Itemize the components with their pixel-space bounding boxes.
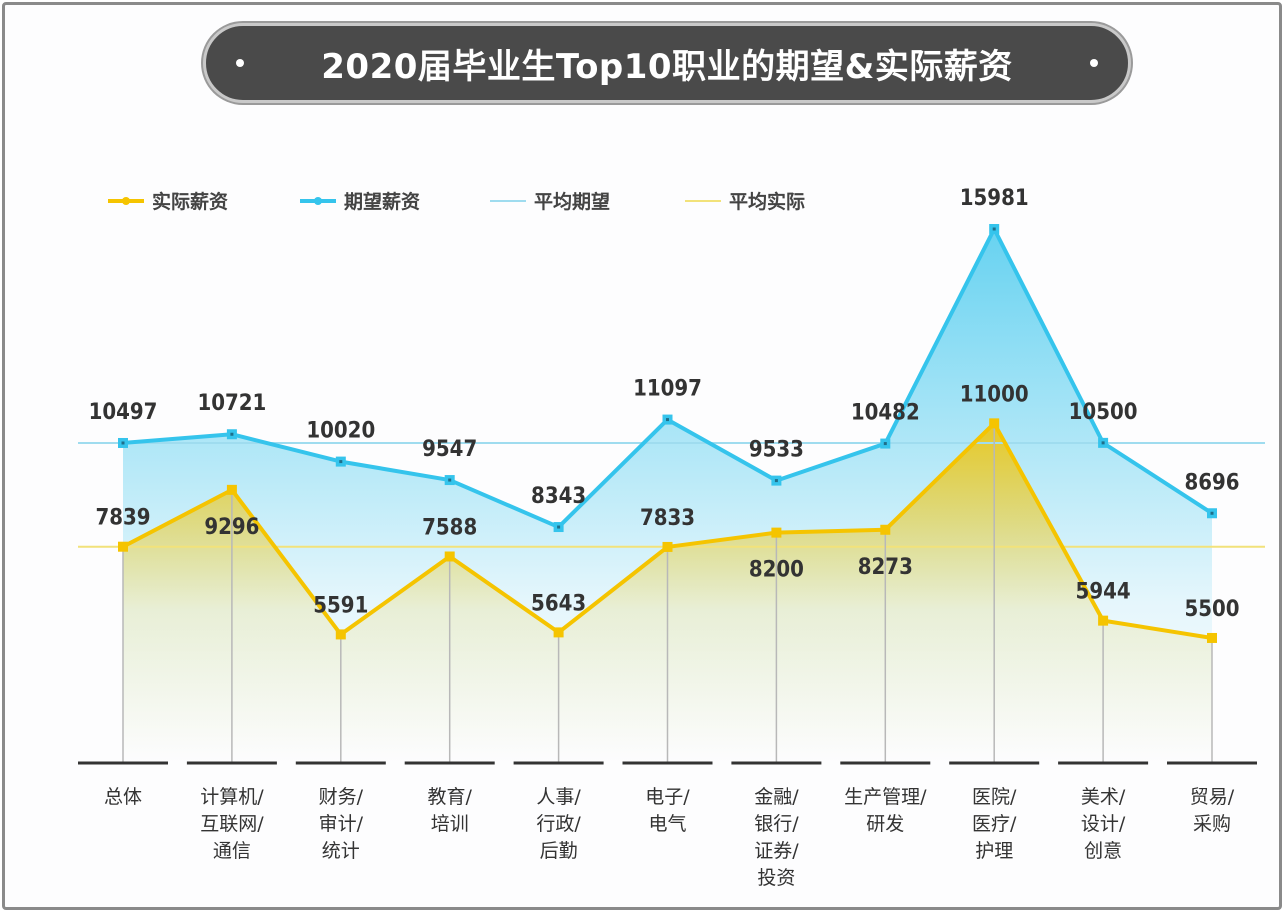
legend-label-1: 实际薪资 — [152, 190, 228, 213]
expected-data-label: 10497 — [89, 400, 158, 425]
bullet-icon — [1090, 59, 1098, 67]
legend-label-3: 平均期望 — [534, 190, 610, 213]
expected-point-center — [121, 441, 125, 445]
x-tick-label-line: 银行/ — [754, 813, 799, 835]
chart-title: 2020届毕业生Top10职业的期望&实际薪资 — [321, 46, 1013, 87]
x-tick-label: 金融/银行/证券/投资 — [754, 786, 799, 889]
actual-data-label: 5944 — [1076, 580, 1131, 605]
x-tick-label: 计算机/互联网/通信 — [200, 786, 264, 862]
x-tick-label: 美术/设计/创意 — [1081, 786, 1126, 862]
expected-point-center — [339, 460, 343, 464]
expected-point-center — [557, 525, 561, 529]
expected-point-center — [1101, 441, 1105, 445]
x-tick-label-line: 统计 — [322, 840, 360, 862]
expected-point-center — [448, 478, 452, 482]
expected-data-label: 9533 — [749, 438, 804, 463]
x-tick-label-line: 医院/ — [972, 786, 1017, 808]
x-tick-label: 电子/电气 — [645, 786, 690, 835]
x-tick-label-line: 教育/ — [427, 786, 472, 808]
expected-data-label: 10020 — [306, 419, 375, 444]
expected-data-label: 10482 — [851, 401, 920, 426]
actual-point — [226, 484, 237, 495]
actual-point — [118, 541, 128, 552]
x-tick-label-line: 人事/ — [536, 786, 581, 808]
expected-point-center — [992, 227, 996, 231]
legend-marker-2 — [314, 197, 322, 205]
x-tick-label: 财务/审计/统计 — [319, 786, 364, 862]
x-tick-label: 生产管理/研发 — [844, 786, 927, 835]
expected-point-center — [666, 418, 669, 422]
x-tick-label-line: 金融/ — [754, 786, 799, 808]
expected-data-label: 9547 — [422, 437, 477, 462]
x-tick-label-line: 审计/ — [319, 813, 364, 835]
x-tick-label-line: 美术/ — [1081, 786, 1126, 808]
actual-point — [989, 418, 1000, 429]
x-tick-label: 贸易/采购 — [1190, 786, 1235, 835]
x-tick-label-line: 设计/ — [1081, 813, 1126, 835]
actual-point — [444, 551, 455, 562]
actual-data-label: 5500 — [1184, 597, 1239, 622]
actual-data-label: 8273 — [858, 555, 913, 580]
expected-data-label: 8343 — [531, 484, 586, 509]
legend-label-2: 期望薪资 — [344, 190, 420, 213]
actual-point — [771, 527, 782, 538]
expected-point-center — [883, 442, 887, 446]
x-tick-label-line: 创意 — [1084, 840, 1122, 862]
actual-data-label: 7588 — [422, 515, 477, 540]
x-tick-label-line: 医疗/ — [972, 813, 1017, 835]
x-tick-label-line: 后勤 — [540, 840, 578, 862]
x-tick-label-line: 财务/ — [319, 786, 364, 808]
legend-label-4: 平均实际 — [729, 190, 805, 213]
x-tick-label: 总体 — [104, 786, 142, 808]
x-tick-label-line: 采购 — [1193, 813, 1231, 835]
x-tick-label: 教育/培训 — [427, 786, 472, 835]
actual-point — [662, 541, 673, 552]
actual-data-label: 8200 — [749, 558, 804, 583]
actual-point — [553, 627, 564, 638]
expected-data-label: 8696 — [1184, 470, 1239, 495]
actual-data-label: 11000 — [960, 382, 1029, 407]
x-tick-label-line: 互联网/ — [200, 813, 264, 835]
x-tick-label-line: 投资 — [757, 867, 795, 889]
actual-data-label: 7833 — [640, 506, 695, 531]
x-tick-label-line: 计算机/ — [200, 786, 264, 808]
expected-data-label: 15981 — [960, 186, 1029, 211]
expected-data-label: 10500 — [1069, 400, 1138, 425]
x-tick-label-line: 护理 — [975, 840, 1013, 862]
actual-point — [1207, 632, 1217, 643]
expected-point-center — [774, 479, 778, 483]
chart-title-banner: 2020届毕业生Top10职业的期望&实际薪资 — [203, 23, 1131, 103]
x-tick-label: 人事/行政/后勤 — [536, 786, 581, 862]
actual-point — [880, 524, 891, 535]
x-tick-label-line: 总体 — [104, 786, 142, 808]
legend: 实际薪资 期望薪资 平均期望 平均实际 — [108, 190, 805, 213]
x-tick-label-line: 生产管理/ — [844, 786, 927, 808]
expected-data-label: 11097 — [633, 377, 702, 402]
legend-marker-1 — [122, 197, 130, 205]
expected-data-label: 10721 — [197, 391, 266, 416]
actual-data-label: 7839 — [95, 506, 150, 531]
x-tick-label-line: 通信 — [213, 840, 251, 862]
x-tick-label-line: 研发 — [866, 813, 904, 835]
x-tick-label: 医院/医疗/护理 — [972, 786, 1017, 862]
x-tick-label-line: 贸易/ — [1190, 786, 1235, 808]
expected-point-center — [230, 432, 234, 436]
expected-point-center — [1210, 511, 1214, 515]
actual-point — [335, 629, 346, 640]
x-tick-label-line: 行政/ — [536, 813, 581, 835]
x-tick-label-line: 电气 — [648, 813, 686, 835]
x-tick-label-line: 培训 — [431, 813, 469, 835]
actual-data-label: 5643 — [531, 591, 586, 616]
x-tick-label-line: 电子/ — [645, 786, 690, 808]
bullet-icon — [236, 59, 244, 67]
actual-point — [1098, 615, 1109, 626]
x-tick-label-line: 证券/ — [754, 840, 799, 862]
actual-data-label: 9296 — [204, 515, 259, 540]
actual-data-label: 5591 — [313, 593, 368, 618]
